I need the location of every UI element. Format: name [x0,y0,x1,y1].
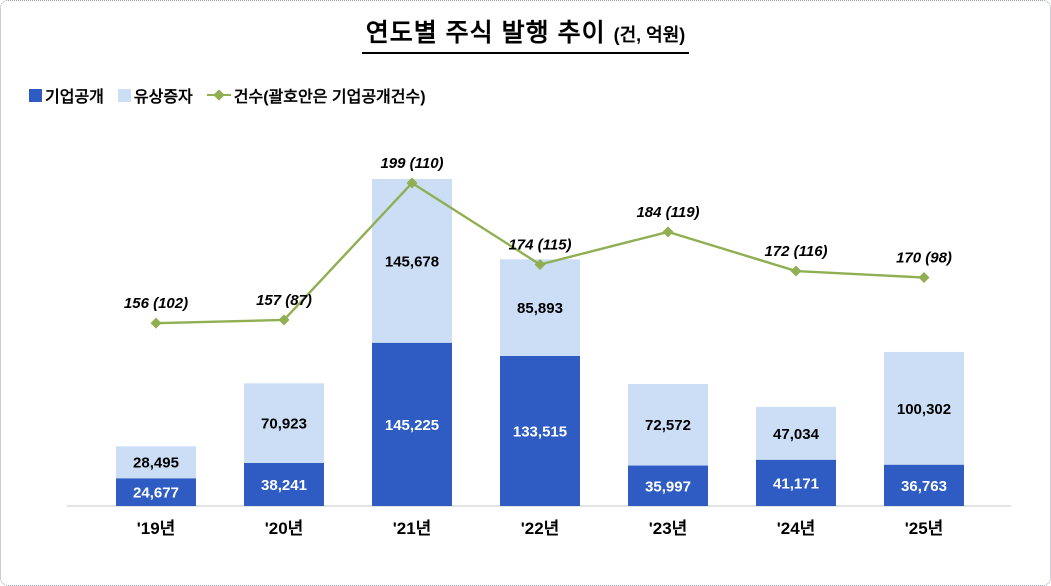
legend-item-seo: 유상증자 [117,83,193,107]
bar-segment-ipo [244,463,324,506]
count-diamond-marker [150,317,162,329]
bar-value-label-seo: 100,302 [897,401,951,418]
bar-segment-ipo [628,465,708,506]
bar-value-label-ipo: 41,171 [773,475,819,492]
count-value-label: 199 (110) [380,155,443,172]
count-value-label: 184 (119) [636,204,699,221]
x-axis-category-label: '19년 [137,519,176,538]
legend-square-ipo-icon [29,88,42,102]
bar-segment-ipo [116,478,196,506]
bar-value-label-ipo: 24,677 [133,485,179,502]
x-axis-category-label: '22년 [521,519,560,538]
count-diamond-marker [662,226,674,238]
x-axis-category-label: '20년 [265,519,304,538]
count-diamond-marker [918,272,930,284]
legend-item-ipo: 기업공개 [29,83,104,107]
bar-value-label-ipo: 35,997 [645,478,691,495]
bar-segment-seo [756,406,836,460]
bar-value-label-ipo: 38,241 [261,477,307,494]
bar-segment-seo [500,259,580,356]
bar-segment-seo [372,179,452,343]
x-axis-category-label: '23년 [649,519,688,538]
bar-value-label-seo: 28,495 [133,455,179,472]
bar-value-label-seo: 47,034 [773,426,820,443]
x-axis-category-label: '21년 [393,519,432,538]
chart-title: 연도별 주식 발행 추이 (건, 억원) [1,13,1050,54]
legend-square-seo-icon [117,88,131,102]
x-axis-category-label: '24년 [777,519,816,538]
count-diamond-marker [534,259,546,270]
chart-title-underline: 연도별 주식 발행 추이 (건, 억원) [361,13,690,54]
x-axis-category-label: '25년 [905,519,944,538]
legend: 기업공개 유상증자 건수(괄호안은 기업공개건수) [29,83,426,107]
bar-segment-seo [884,351,964,465]
bar-segment-ipo [884,464,964,506]
bar-value-label-ipo: 133,515 [513,423,567,440]
count-value-label: 170 (98) [896,250,952,267]
bar-segment-ipo [500,355,580,506]
bar-value-label-seo: 70,923 [261,416,307,433]
count-diamond-marker [406,177,418,189]
bar-value-label-seo: 72,572 [645,417,691,434]
bar-value-label-ipo: 145,225 [385,417,439,434]
bar-value-label-seo: 145,678 [385,253,439,270]
bar-segment-ipo [756,459,836,506]
count-value-label: 156 (102) [124,295,188,312]
chart-title-text: 연도별 주식 발행 추이 [365,19,606,47]
count-diamond-marker [790,265,802,277]
legend-label-ipo: 기업공개 [45,89,104,106]
bar-segment-seo [116,446,196,479]
bar-value-label-ipo: 36,763 [901,478,947,495]
bar-segment-ipo [372,342,452,506]
bar-segment-seo [244,383,324,464]
bar-value-label-seo: 85,893 [517,300,563,317]
legend-label-seo: 유상증자 [133,89,193,106]
legend-item-count: 건수(괄호안은 기업공개건수) [206,83,426,107]
count-value-label: 172 (116) [764,243,827,260]
count-diamond-marker [278,314,290,326]
count-value-label: 157 (87) [256,292,312,309]
legend-label-count: 건수(괄호안은 기업공개건수) [233,89,426,106]
chart-title-unit: (건, 억원) [613,25,686,45]
bar-segment-seo [628,383,708,466]
legend-diamond-line-icon [206,88,231,102]
count-value-label: 174 (115) [508,237,571,254]
